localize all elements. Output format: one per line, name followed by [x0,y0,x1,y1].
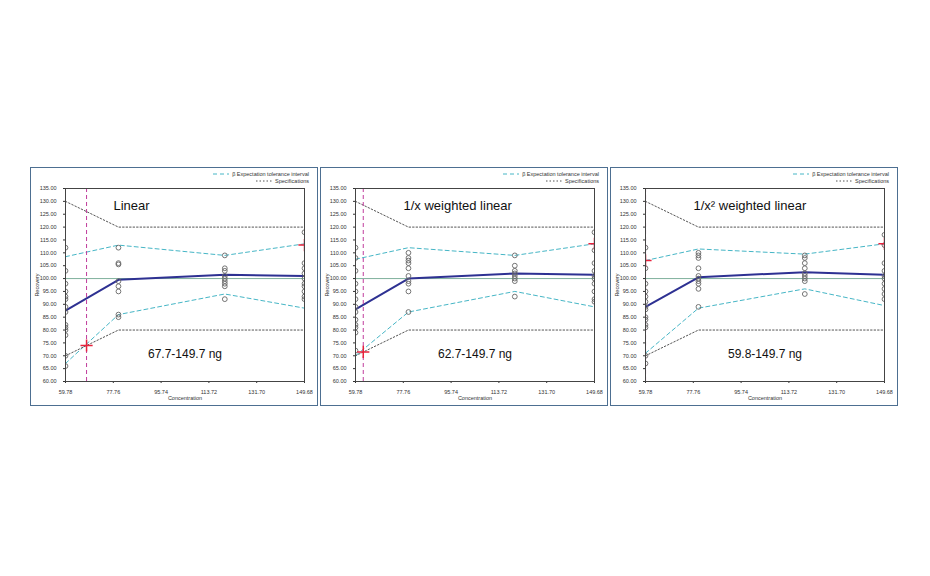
svg-text:75.00: 75.00 [43,340,57,346]
svg-text:149.68: 149.68 [296,389,313,395]
svg-text:135.00: 135.00 [40,185,57,191]
svg-text:115.00: 115.00 [40,237,56,243]
svg-text:70.00: 70.00 [43,353,57,359]
svg-text:130.00: 130.00 [620,198,637,204]
svg-text:62.7-149.7 ng: 62.7-149.7 ng [438,347,512,361]
svg-text:80.00: 80.00 [333,327,347,333]
html-text:Specifications: Specifications [855,177,889,184]
svg-text:77.76: 77.76 [686,389,700,395]
html-text:β Expectation tolerance interv: β Expectation tolerance interval [522,171,599,177]
svg-text:Recovery: Recovery [614,273,620,296]
svg-text:105.00: 105.00 [330,262,347,268]
svg-text:60.00: 60.00 [43,378,57,384]
svg-text:85.00: 85.00 [333,314,347,320]
svg-text:77.76: 77.76 [106,389,120,395]
svg-text:95.74: 95.74 [154,389,168,395]
svg-text:59.8-149.7 ng: 59.8-149.7 ng [728,347,802,361]
svg-text:60.00: 60.00 [623,378,637,384]
svg-text:110.00: 110.00 [330,250,346,256]
svg-text:85.00: 85.00 [43,314,57,320]
svg-text:149.68: 149.68 [876,389,893,395]
svg-text:95.74: 95.74 [444,389,458,395]
html-text:Specifications: Specifications [565,177,599,184]
svg-text:110.00: 110.00 [620,250,636,256]
svg-text:135.00: 135.00 [330,185,347,191]
html-text:β Expectation tolerance interv: β Expectation tolerance interval [232,171,309,177]
svg-text:125.00: 125.00 [620,211,637,217]
svg-text:125.00: 125.00 [330,211,347,217]
svg-text:130.00: 130.00 [330,198,347,204]
svg-text:100.00: 100.00 [330,275,347,281]
svg-text:77.76: 77.76 [396,389,410,395]
svg-text:95.00: 95.00 [43,288,57,294]
svg-text:90.00: 90.00 [43,301,57,307]
svg-text:65.00: 65.00 [43,365,57,371]
html-text:Specifications: Specifications [275,177,309,184]
svg-text:Recovery: Recovery [324,273,330,296]
svg-text:120.00: 120.00 [620,224,637,230]
svg-text:125.00: 125.00 [40,211,57,217]
svg-text:113.72: 113.72 [201,389,217,395]
svg-text:85.00: 85.00 [623,314,637,320]
svg-text:90.00: 90.00 [333,301,347,307]
svg-text:100.00: 100.00 [40,275,57,281]
svg-text:95.00: 95.00 [333,288,347,294]
svg-text:60.00: 60.00 [333,378,347,384]
svg-text:115.00: 115.00 [330,237,346,243]
svg-text:120.00: 120.00 [330,224,347,230]
svg-text:95.00: 95.00 [623,288,637,294]
svg-text:59.78: 59.78 [59,389,73,395]
svg-text:1/x weighted linear: 1/x weighted linear [404,198,513,213]
svg-text:Concentration: Concentration [168,395,202,401]
svg-text:105.00: 105.00 [620,262,637,268]
svg-text:115.00: 115.00 [620,237,636,243]
svg-text:75.00: 75.00 [623,340,637,346]
svg-text:70.00: 70.00 [623,353,637,359]
svg-text:95.74: 95.74 [734,389,748,395]
svg-text:67.7-149.7 ng: 67.7-149.7 ng [148,347,222,361]
svg-text:131.70: 131.70 [828,389,845,395]
svg-text:59.78: 59.78 [639,389,653,395]
svg-text:135.00: 135.00 [620,185,637,191]
svg-text:65.00: 65.00 [623,365,637,371]
svg-text:59.78: 59.78 [349,389,363,395]
svg-text:105.00: 105.00 [40,262,57,268]
svg-text:80.00: 80.00 [43,327,57,333]
svg-text:113.72: 113.72 [491,389,507,395]
svg-text:Linear: Linear [114,198,151,213]
svg-text:Concentration: Concentration [748,395,782,401]
svg-text:130.00: 130.00 [40,198,57,204]
html-text:β Expectation tolerance interv: β Expectation tolerance interval [812,171,889,177]
svg-text:100.00: 100.00 [620,275,637,281]
svg-text:1/x² weighted linear: 1/x² weighted linear [694,198,807,213]
svg-text:131.70: 131.70 [538,389,555,395]
svg-text:Recovery: Recovery [34,273,40,296]
svg-text:149.68: 149.68 [586,389,603,395]
svg-text:110.00: 110.00 [40,250,56,256]
svg-text:Concentration: Concentration [458,395,492,401]
svg-text:75.00: 75.00 [333,340,347,346]
svg-text:80.00: 80.00 [623,327,637,333]
svg-text:70.00: 70.00 [333,353,347,359]
svg-text:120.00: 120.00 [40,224,57,230]
svg-text:113.72: 113.72 [781,389,797,395]
svg-text:90.00: 90.00 [623,301,637,307]
svg-text:65.00: 65.00 [333,365,347,371]
svg-text:131.70: 131.70 [248,389,265,395]
